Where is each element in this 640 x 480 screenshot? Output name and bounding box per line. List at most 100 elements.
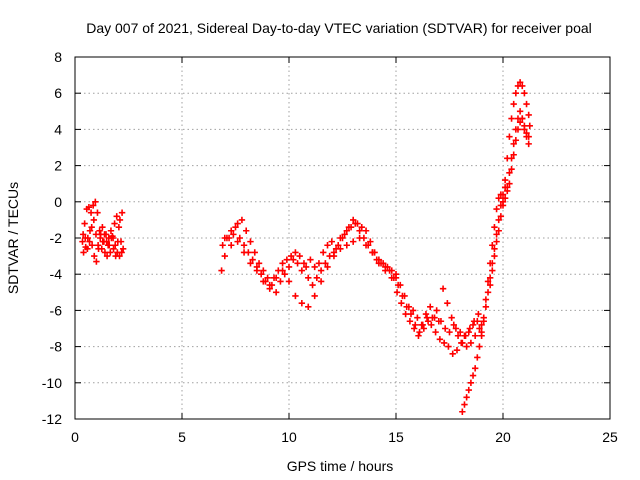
data-point bbox=[412, 321, 419, 329]
data-point bbox=[419, 321, 426, 329]
data-point bbox=[424, 318, 432, 325]
data-point bbox=[491, 223, 498, 231]
data-point bbox=[302, 263, 310, 271]
plot-frame bbox=[74, 56, 611, 420]
series-2 bbox=[218, 216, 400, 310]
data-point bbox=[506, 180, 513, 187]
data-point bbox=[516, 108, 524, 115]
data-point bbox=[504, 184, 511, 191]
data-point bbox=[290, 256, 297, 263]
data-point bbox=[362, 227, 370, 234]
data-point bbox=[341, 231, 348, 238]
data-point bbox=[324, 263, 331, 271]
data-point bbox=[445, 343, 452, 350]
data-point bbox=[358, 223, 365, 231]
data-point bbox=[470, 318, 478, 325]
data-point bbox=[335, 242, 342, 249]
data-point bbox=[82, 234, 89, 242]
data-point bbox=[461, 401, 468, 408]
x-tick-labels: 0 5 10 15 20 25 bbox=[71, 429, 618, 445]
data-point bbox=[219, 242, 226, 249]
data-point bbox=[230, 231, 237, 238]
data-point bbox=[521, 90, 528, 97]
data-point bbox=[407, 310, 415, 318]
data-point bbox=[508, 115, 515, 122]
data-point bbox=[88, 242, 96, 249]
series-1 bbox=[79, 198, 127, 265]
data-point bbox=[428, 321, 435, 329]
data-point bbox=[512, 90, 520, 97]
data-point bbox=[305, 303, 312, 310]
data-point bbox=[521, 126, 528, 133]
data-point bbox=[506, 169, 513, 177]
data-point bbox=[285, 263, 293, 271]
data-point bbox=[116, 216, 124, 224]
data-point bbox=[236, 234, 243, 242]
data-point bbox=[525, 111, 532, 119]
data-series bbox=[79, 79, 533, 415]
data-point bbox=[526, 122, 533, 129]
data-point bbox=[86, 238, 93, 245]
data-point bbox=[287, 252, 295, 260]
data-point bbox=[114, 238, 121, 245]
data-point bbox=[427, 303, 434, 310]
data-point bbox=[99, 223, 106, 231]
data-point bbox=[322, 260, 329, 267]
data-point bbox=[277, 278, 284, 285]
y-tick-label: -10 bbox=[42, 375, 62, 391]
data-point bbox=[436, 336, 444, 343]
data-point bbox=[525, 140, 532, 148]
data-point bbox=[320, 249, 327, 256]
data-point bbox=[243, 227, 250, 234]
data-point bbox=[453, 347, 461, 354]
data-point bbox=[91, 252, 98, 260]
data-point bbox=[367, 238, 374, 245]
y-axis-label: SDTVAR / TECUs bbox=[5, 182, 21, 294]
data-point bbox=[489, 260, 496, 267]
data-point bbox=[257, 271, 265, 278]
data-point bbox=[463, 343, 470, 350]
data-point bbox=[510, 151, 517, 158]
data-point bbox=[373, 256, 380, 263]
data-point bbox=[469, 372, 477, 379]
x-axis-label: GPS time / hours bbox=[287, 458, 394, 474]
data-point bbox=[510, 100, 517, 108]
data-point bbox=[317, 267, 325, 274]
data-point bbox=[478, 332, 485, 339]
data-point bbox=[238, 216, 246, 224]
x-tick-label: 15 bbox=[388, 429, 404, 445]
data-point bbox=[465, 328, 472, 336]
data-point bbox=[382, 267, 389, 274]
data-point bbox=[221, 234, 228, 242]
data-point bbox=[101, 249, 109, 256]
data-point bbox=[437, 318, 445, 325]
data-point bbox=[292, 249, 299, 256]
data-point bbox=[491, 252, 498, 260]
x-tick-label: 0 bbox=[71, 429, 79, 445]
data-point bbox=[118, 249, 125, 256]
data-point bbox=[330, 252, 338, 260]
data-point bbox=[116, 252, 123, 260]
data-point bbox=[281, 271, 288, 278]
data-point bbox=[260, 267, 267, 274]
data-point bbox=[406, 318, 414, 325]
data-point bbox=[94, 242, 102, 249]
data-point bbox=[221, 252, 228, 260]
data-point bbox=[228, 242, 235, 249]
data-point bbox=[493, 205, 500, 213]
data-point bbox=[440, 339, 448, 347]
data-point bbox=[350, 216, 357, 224]
data-point bbox=[311, 263, 318, 271]
data-point bbox=[109, 234, 117, 242]
y-tick-label: -12 bbox=[42, 411, 62, 427]
data-point bbox=[512, 137, 520, 144]
data-point bbox=[375, 260, 383, 267]
data-point bbox=[103, 252, 111, 260]
data-point bbox=[519, 115, 526, 122]
data-point bbox=[296, 252, 303, 260]
data-point bbox=[339, 234, 346, 242]
data-point bbox=[343, 227, 350, 234]
data-point bbox=[86, 227, 94, 234]
data-point bbox=[298, 299, 306, 307]
